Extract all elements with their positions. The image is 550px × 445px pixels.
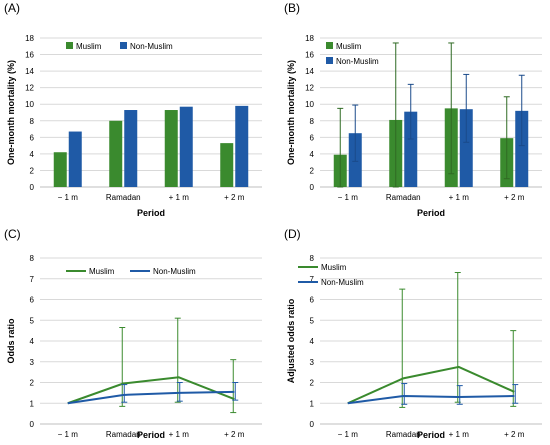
y-tick-label: 1 — [30, 399, 35, 408]
x-tick-label: + 2 m — [504, 193, 525, 202]
bar-muslim — [109, 120, 123, 187]
legend-label: Non-Muslim — [153, 267, 196, 276]
y-tick-label: 5 — [30, 316, 35, 325]
y-tick-label: 1 — [310, 399, 315, 408]
bar-non-muslim — [459, 109, 473, 187]
x-tick-label: Ramadan — [386, 193, 421, 202]
y-tick-label: 4 — [310, 337, 315, 346]
bar-muslim — [220, 143, 234, 187]
series-line-muslim — [67, 376, 235, 405]
y-tick-label: 8 — [30, 254, 35, 263]
legend-swatch — [120, 42, 127, 49]
y-tick-label: 3 — [310, 358, 315, 367]
bar-muslim — [164, 110, 178, 187]
bar-non-muslim — [179, 106, 193, 187]
y-tick-label: 2 — [310, 166, 315, 175]
chart-panel: (A) 0 2 4 6 8 10 12 14 16 18 − 1 m Ramadan + 1 m + 2 m… — [4, 1, 262, 218]
x-tick-label: + 1 m — [169, 193, 190, 202]
legend-swatch — [326, 42, 333, 49]
y-axis-label: Adjusted odds ratio — [286, 298, 296, 383]
bar-non-muslim — [68, 131, 82, 187]
y-tick-label: 3 — [30, 358, 35, 367]
y-axis-label: One-month mortality (%) — [6, 60, 16, 165]
legend-label: Non-Muslim — [130, 42, 173, 51]
y-tick-label: 16 — [305, 51, 314, 60]
y-tick-label: 16 — [25, 51, 34, 60]
x-tick-label: − 1 m — [338, 193, 359, 202]
panel-label: (A) — [4, 1, 20, 15]
y-tick-label: 10 — [305, 100, 314, 109]
y-tick-label: 7 — [30, 275, 35, 284]
x-tick-label: + 2 m — [224, 430, 245, 439]
y-axis-label: One-month mortality (%) — [286, 60, 296, 165]
chart-panel: (C) 0 1 2 3 4 5 6 7 8 − 1 m Ramadan + 1 m + 2 m Period… — [4, 227, 262, 440]
x-tick-label: − 1 m — [58, 430, 79, 439]
y-tick-label: 7 — [310, 275, 315, 284]
bar-non-muslim — [124, 110, 138, 187]
y-tick-label: 6 — [310, 133, 315, 142]
y-tick-label: 5 — [310, 316, 315, 325]
y-tick-label: 4 — [310, 150, 315, 159]
y-tick-label: 2 — [30, 379, 35, 388]
x-axis-label: Period — [137, 208, 165, 218]
bar-non-muslim — [404, 111, 418, 187]
x-tick-label: + 1 m — [169, 430, 190, 439]
y-tick-label: 2 — [30, 166, 35, 175]
y-tick-label: 12 — [25, 84, 34, 93]
chart-panel: (D) 0 1 2 3 4 5 6 7 8 − 1 m Ramadan + 1 m + 2 m Period… — [284, 227, 542, 440]
legend-label: Muslim — [76, 42, 102, 51]
y-tick-label: 0 — [30, 420, 35, 429]
legend-swatch — [326, 57, 333, 64]
panel-label: (B) — [284, 1, 300, 15]
series-line-muslim — [347, 365, 515, 405]
legend-label: Non-Muslim — [321, 278, 364, 287]
chart-panel: (B) 0 2 4 6 8 10 12 14 16 18 − 1 m Ramadan + 1 m + 2 m… — [284, 1, 542, 218]
y-tick-label: 0 — [310, 420, 315, 429]
y-tick-label: 4 — [30, 337, 35, 346]
y-tick-label: 18 — [25, 34, 34, 43]
x-tick-label: − 1 m — [58, 193, 79, 202]
bar-non-muslim — [235, 105, 249, 187]
x-tick-label: + 2 m — [224, 193, 245, 202]
legend-label: Muslim — [89, 267, 115, 276]
y-tick-label: 10 — [25, 100, 34, 109]
x-tick-label: Ramadan — [386, 430, 421, 439]
y-tick-label: 6 — [30, 133, 35, 142]
x-tick-label: − 1 m — [338, 430, 359, 439]
legend-label: Non-Muslim — [336, 57, 379, 66]
y-tick-label: 8 — [310, 117, 315, 126]
x-tick-label: + 2 m — [504, 430, 525, 439]
y-tick-label: 0 — [310, 183, 315, 192]
x-tick-label: + 1 m — [449, 430, 470, 439]
y-tick-label: 12 — [305, 84, 314, 93]
panel-label: (D) — [284, 227, 301, 241]
legend-label: Muslim — [336, 42, 362, 51]
y-tick-label: 4 — [30, 150, 35, 159]
x-tick-label: + 1 m — [449, 193, 470, 202]
y-tick-label: 14 — [305, 67, 314, 76]
y-tick-label: 14 — [25, 67, 34, 76]
panel-label: (C) — [4, 227, 21, 241]
legend-swatch — [66, 42, 73, 49]
y-tick-label: 2 — [310, 379, 315, 388]
y-tick-label: 6 — [30, 296, 35, 305]
y-tick-label: 6 — [310, 296, 315, 305]
bar-muslim — [53, 152, 67, 187]
series-line-non-muslim — [67, 390, 235, 405]
y-tick-label: 18 — [305, 34, 314, 43]
y-tick-label: 0 — [30, 183, 35, 192]
x-axis-label: Period — [137, 430, 165, 440]
x-tick-label: Ramadan — [106, 193, 141, 202]
y-tick-label: 8 — [30, 117, 35, 126]
series-line-non-muslim — [347, 394, 515, 405]
legend-label: Muslim — [321, 263, 347, 272]
x-tick-label: Ramadan — [106, 430, 141, 439]
bar-non-muslim — [515, 110, 529, 187]
y-axis-label: Odds ratio — [6, 318, 16, 364]
y-tick-label: 8 — [310, 254, 315, 263]
x-axis-label: Period — [417, 430, 445, 440]
x-axis-label: Period — [417, 208, 445, 218]
